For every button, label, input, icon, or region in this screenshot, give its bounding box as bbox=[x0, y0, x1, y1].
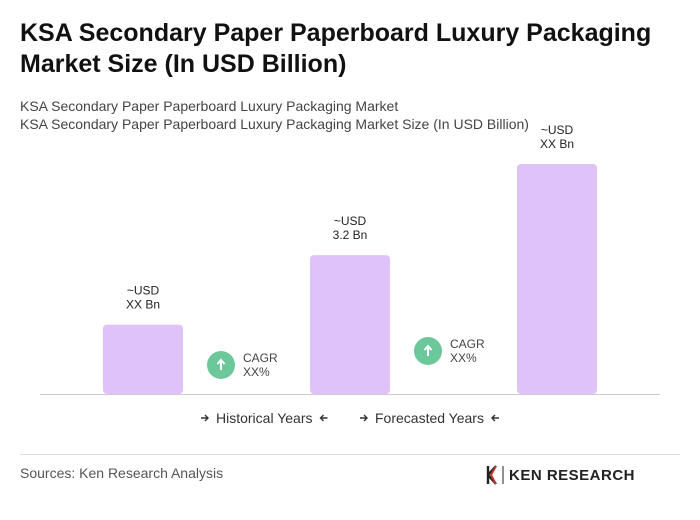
legend-arrow bbox=[490, 414, 499, 422]
cagr-label: CAGR XX% bbox=[450, 337, 485, 365]
cagr-arrow bbox=[216, 358, 226, 370]
value-label: ~USD 3.2 Bn bbox=[333, 214, 368, 242]
logo-text: KEN RESEARCH bbox=[509, 467, 635, 484]
bar bbox=[103, 324, 183, 394]
source: Sources: Ken Research Analysis bbox=[20, 465, 223, 481]
title: KSA Secondary Paper Paperboard Luxury Pa… bbox=[20, 19, 652, 78]
legend-label: Historical Years bbox=[216, 410, 313, 426]
legend-label: Forecasted Years bbox=[375, 410, 484, 426]
subtitle: KSA Secondary Paper Paperboard Luxury Pa… bbox=[20, 116, 529, 132]
legend-arrow bbox=[360, 414, 368, 422]
logo: KEN RESEARCH bbox=[486, 465, 635, 485]
legend-arrow bbox=[319, 414, 328, 422]
bar bbox=[310, 255, 390, 394]
subtitle: KSA Secondary Paper Paperboard Luxury Pa… bbox=[20, 98, 399, 114]
legend-arrow bbox=[201, 414, 209, 422]
cagr-label: CAGR XX% bbox=[243, 351, 278, 379]
value-label: ~USD XX Bn bbox=[540, 123, 574, 151]
cagr-arrow bbox=[423, 344, 433, 356]
value-label: ~USD XX Bn bbox=[126, 284, 160, 312]
bar bbox=[517, 164, 597, 394]
